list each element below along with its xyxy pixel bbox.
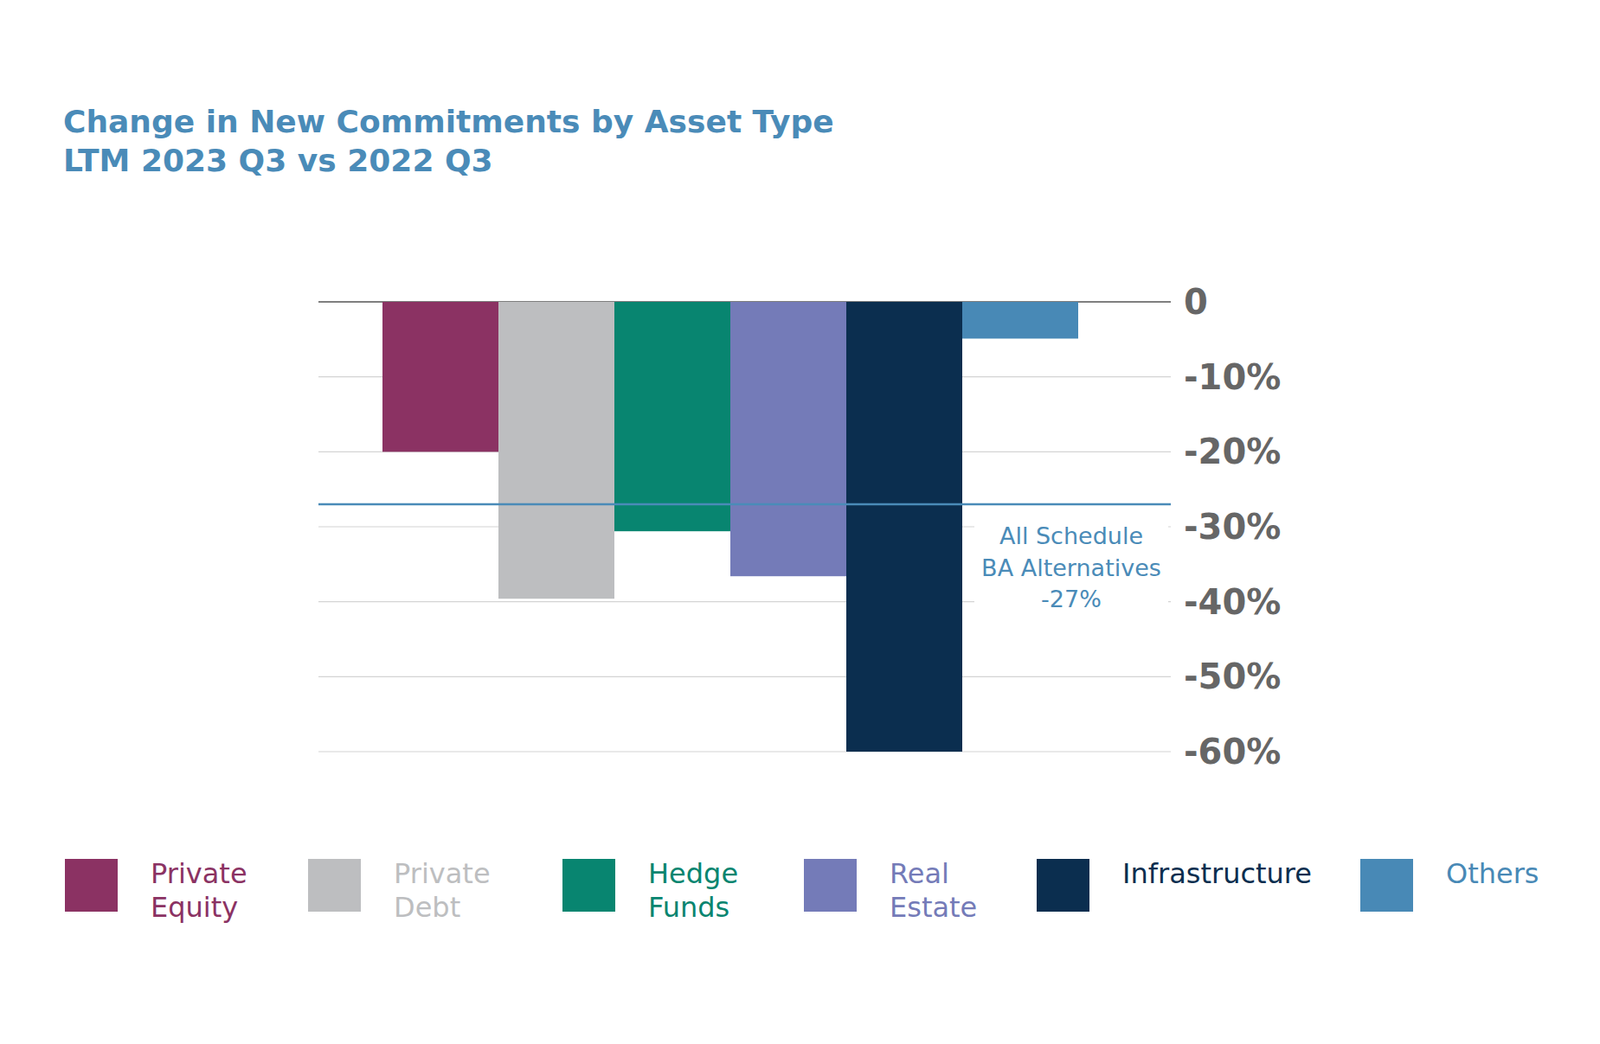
bar	[382, 302, 499, 452]
legend-label: HedgeFunds	[648, 857, 739, 925]
legend-label: PrivateDebt	[393, 857, 491, 925]
grid-line	[318, 676, 1171, 678]
bar	[614, 302, 731, 532]
legend-swatch	[308, 859, 361, 913]
tick-label: -20%	[1183, 431, 1281, 472]
grid	[318, 302, 1171, 752]
tick-label: -30%	[1183, 507, 1281, 547]
legend-swatch	[64, 859, 118, 913]
legend-swatch	[562, 859, 616, 913]
chart: Change in New Commitments by Asset TypeL…	[0, 0, 1600, 1044]
annotation-background	[974, 518, 1169, 620]
annotation: All Schedule	[999, 522, 1144, 550]
legend-swatch	[803, 859, 857, 913]
subtitle: LTM 2023 Q3 vs 2022 Q3	[63, 142, 494, 179]
tick-label: -40%	[1183, 582, 1281, 623]
legend-label: PrivateEquity	[150, 857, 248, 925]
legend-label: Others	[1445, 857, 1540, 891]
tick-label: 0	[1183, 282, 1209, 322]
title: Change in New Commitments by Asset Type	[63, 103, 835, 140]
reference-line	[318, 503, 1171, 507]
annotation: -27%	[1040, 585, 1102, 613]
bar	[962, 302, 1079, 339]
bar	[846, 302, 963, 752]
legend-swatch	[1360, 859, 1414, 913]
bars	[382, 302, 1079, 752]
annotation: BA Alternatives	[981, 554, 1162, 582]
legend-label: Infrastructure	[1122, 857, 1312, 891]
legend: PrivateEquity PrivateDebt HedgeFunds RealEs…	[64, 857, 1540, 925]
tick-label: -10%	[1183, 357, 1281, 398]
grid-line	[318, 751, 1171, 752]
legend-swatch	[1036, 859, 1090, 913]
tick-label: -50%	[1183, 656, 1281, 697]
bar	[498, 302, 615, 599]
tick-label: -60%	[1183, 732, 1281, 772]
bar	[730, 302, 847, 577]
legend-label: RealEstate	[889, 857, 977, 925]
